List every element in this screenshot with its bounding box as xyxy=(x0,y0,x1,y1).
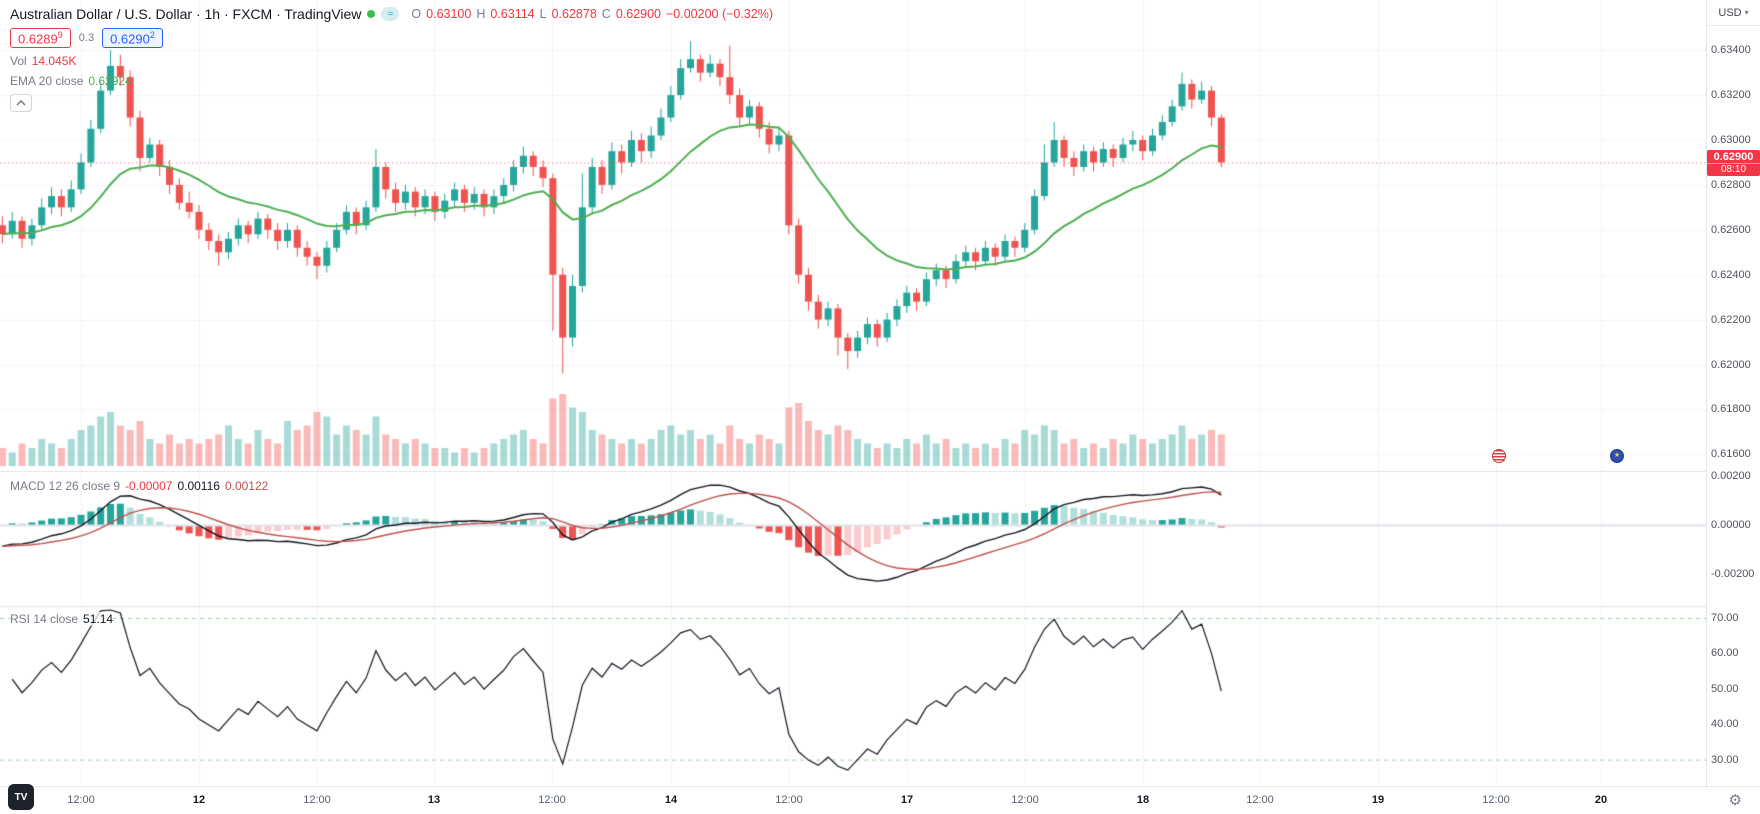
high-value: 0.63114 xyxy=(490,7,535,21)
time-tick-label: 12 xyxy=(192,794,206,806)
ohlc-values: O 0.63100 H 0.63114 L 0.62878 C 0.62900 −0.0… xyxy=(411,7,773,21)
time-tick-label: 17 xyxy=(900,794,914,806)
price-tick-label: 0.62200 xyxy=(1711,313,1751,326)
price-tick-label: 0.62800 xyxy=(1711,178,1751,191)
eu-flag-icon[interactable]: ★ xyxy=(1610,449,1624,463)
ema-value: 0.62924 xyxy=(88,74,132,89)
price-tick-label: 0.63200 xyxy=(1711,89,1751,102)
macd-line-value: 0.00116 xyxy=(177,479,220,493)
rsi-tick-label: 30.00 xyxy=(1711,753,1739,766)
time-tick-label: 18 xyxy=(1136,794,1150,806)
open-value: 0.63100 xyxy=(426,7,472,21)
symbol-title[interactable]: Australian Dollar / U.S. Dollar · 1h · F… xyxy=(10,6,362,22)
rsi-tick-label: 50.00 xyxy=(1711,682,1739,695)
time-tick-label: 14 xyxy=(664,794,678,806)
close-value: 0.62900 xyxy=(615,7,661,21)
macd-tick-label: -0.00200 xyxy=(1711,568,1755,580)
rsi-tick-label: 70.00 xyxy=(1711,612,1739,624)
macd-tick-label: 0.00200 xyxy=(1711,470,1751,482)
delayed-data-icon[interactable]: ≈ xyxy=(381,7,400,21)
time-tick-label: 12:00 xyxy=(1011,794,1039,806)
rsi-label: RSI 14 close xyxy=(10,612,79,626)
rsi-tick-label: 60.00 xyxy=(1711,647,1739,660)
market-status-icon[interactable] xyxy=(367,10,376,18)
last-price-tag: 0.62900 08:10 xyxy=(1707,150,1760,177)
time-tick-label: 12:00 xyxy=(1246,794,1274,806)
us-flag-icon[interactable] xyxy=(1492,449,1506,463)
rsi-tick-label: 40.00 xyxy=(1711,718,1739,731)
macd-hist-value: -0.00007 xyxy=(125,479,173,493)
ask-price-button[interactable]: 0.62902 xyxy=(102,28,163,49)
time-tick-label: 12:00 xyxy=(538,794,566,806)
volume-value: 14.045K xyxy=(31,54,77,69)
tradingview-logo[interactable]: TV xyxy=(8,784,34,810)
rsi-legend[interactable]: RSI 14 close 51.14 xyxy=(10,612,114,626)
legend-collapse-button[interactable] xyxy=(10,94,32,113)
macd-tick-label: 0.00000 xyxy=(1711,519,1751,531)
time-tick-label: 12:00 xyxy=(1482,794,1510,806)
time-tick-label: 12:00 xyxy=(775,794,803,806)
volume-label[interactable]: Vol xyxy=(10,54,27,69)
currency-label: USD xyxy=(1718,6,1742,19)
price-tick-label: 0.63400 xyxy=(1711,44,1751,57)
macd-label: MACD 12 26 close 9 xyxy=(10,479,121,493)
price-tick-label: 0.62400 xyxy=(1711,268,1751,281)
price-tick-label: 0.61800 xyxy=(1711,403,1751,416)
close-label: C xyxy=(601,7,611,21)
macd-signal-value: 0.00122 xyxy=(224,479,269,493)
rsi-value: 51.14 xyxy=(83,612,114,626)
currency-selector[interactable]: USD ▾ xyxy=(1707,0,1760,26)
price-tick-label: 0.61600 xyxy=(1711,448,1751,461)
time-tick-label: 12:00 xyxy=(67,794,95,806)
price-tick-label: 0.63000 xyxy=(1711,134,1751,146)
bar-countdown: 08:10 xyxy=(1707,163,1760,177)
last-price-value: 0.62900 xyxy=(1707,150,1760,164)
bid-price-button[interactable]: 0.62899 xyxy=(10,28,71,49)
ema-label[interactable]: EMA 20 close xyxy=(10,74,84,89)
low-value: 0.62878 xyxy=(551,7,597,21)
settings-gear-icon[interactable]: ⚙ xyxy=(1728,792,1742,809)
price-tick-label: 0.62600 xyxy=(1711,223,1751,236)
time-tick-label: 12:00 xyxy=(303,794,331,806)
time-tick-label: 13 xyxy=(427,794,441,806)
high-label: H xyxy=(476,7,486,21)
spread-value: 0.3 xyxy=(78,32,95,45)
time-axis[interactable]: TV 12:00 12 12:00 13 12:00 14 12:00 17 12:00 18 12… xyxy=(0,784,1760,814)
chevron-up-icon xyxy=(16,100,26,106)
time-tick-label: 20 xyxy=(1594,794,1608,806)
change-value: −0.00200 (−0.32%) xyxy=(666,7,774,21)
macd-legend[interactable]: MACD 12 26 close 9 -0.00007 0.00116 0.00… xyxy=(10,479,268,493)
low-label: L xyxy=(539,7,547,21)
time-tick-label: 19 xyxy=(1371,794,1385,806)
price-axis[interactable]: USD ▾ 0.63400 0.63200 0.63000 0.62800 0.6260… xyxy=(1707,0,1760,786)
chevron-down-icon: ▾ xyxy=(1744,8,1749,17)
open-label: O xyxy=(411,7,422,21)
price-tick-label: 0.62000 xyxy=(1711,358,1751,371)
main-legend: Australian Dollar / U.S. Dollar · 1h · F… xyxy=(10,6,773,113)
